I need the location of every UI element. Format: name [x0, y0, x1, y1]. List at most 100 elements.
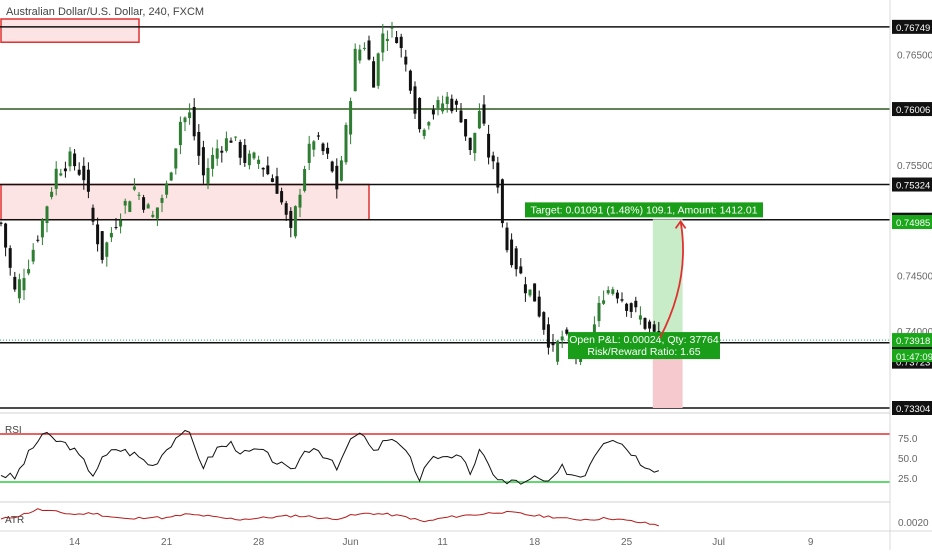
candle-body — [496, 162, 500, 188]
candle-body — [459, 110, 463, 123]
atr-pane[interactable]: ATR 0.0020 — [0, 508, 929, 529]
candle-body — [427, 122, 431, 126]
time-axis-tick: 14 — [69, 537, 81, 548]
candle — [188, 103, 192, 125]
candle — [376, 52, 380, 89]
candle-body — [0, 222, 3, 224]
candle-body — [445, 96, 449, 105]
level-price-tag-bg — [892, 177, 932, 192]
candle-body — [464, 119, 468, 137]
candle — [514, 245, 518, 277]
candle — [174, 148, 178, 175]
pnl-label[interactable]: Open P&L: 0.00024, Qty: 37764Risk/Reward… — [568, 332, 720, 360]
candle-body — [266, 165, 270, 175]
time-axis[interactable]: 14 21 28 Jun 11 18 25 Jul 9 — [69, 537, 814, 548]
zones-layer — [0, 18, 370, 221]
candle-body — [160, 197, 164, 203]
candle-body — [238, 141, 242, 158]
target-label[interactable]: Target: 0.01091 (1.48%) 109.1, Amount: 1… — [525, 202, 763, 218]
candles-layer — [0, 21, 661, 366]
candle — [326, 142, 330, 159]
level-price-tag[interactable]: 0.76749 — [892, 19, 932, 34]
level-price-tag[interactable]: 0.75324 — [892, 177, 932, 192]
candle-body — [450, 98, 454, 112]
candle-body — [436, 100, 440, 109]
candle-body — [413, 86, 417, 114]
candle-body — [284, 203, 288, 215]
time-axis-tick: 11 — [437, 537, 448, 548]
chart-title: Australian Dollar/U.S. Dollar, 240, FXCM — [6, 6, 204, 18]
candle — [537, 290, 541, 318]
time-axis-tick: Jul — [712, 537, 725, 548]
candle-body — [206, 167, 210, 184]
candle-body — [151, 214, 155, 217]
price-tag-text: 0.74985 — [896, 218, 930, 229]
candle — [197, 124, 201, 165]
candle — [413, 81, 417, 119]
candle — [229, 137, 233, 143]
candle-body — [367, 40, 371, 60]
level-price-tag-bg — [892, 102, 932, 117]
candle — [523, 276, 527, 302]
candle — [252, 151, 256, 160]
candle-body — [63, 168, 67, 172]
atr-label: ATR — [5, 515, 24, 526]
candle — [155, 207, 159, 227]
candle — [261, 167, 265, 177]
candle — [151, 210, 155, 218]
position-boxes-layer[interactable] — [652, 219, 683, 408]
candle-body — [312, 141, 316, 150]
candle-body — [192, 106, 196, 137]
candle — [464, 119, 468, 141]
candle — [63, 161, 67, 178]
countdown-tag: 01:47:09 — [892, 349, 932, 363]
candle-body — [132, 186, 136, 190]
level-price-tag[interactable]: 0.73304 — [892, 401, 932, 415]
candle-body — [100, 231, 104, 260]
position-labels-layer[interactable]: Target: 0.01091 (1.48%) 109.1, Amount: 1… — [525, 202, 763, 360]
rsi-pane[interactable]: RSI 75.0 50.0 25.0 — [0, 425, 918, 485]
candle — [201, 140, 205, 184]
candle — [404, 49, 408, 72]
candle — [91, 204, 95, 226]
candle — [510, 233, 514, 268]
candle — [224, 131, 228, 153]
candle-body — [13, 276, 17, 290]
candle — [505, 222, 509, 253]
candle-body — [542, 312, 546, 330]
candle — [519, 258, 523, 275]
level-price-tag-bg — [892, 401, 932, 415]
candle — [454, 98, 458, 113]
candle — [119, 213, 123, 234]
price-axis[interactable]: 0.76500 0.75500 0.74500 0.74000 0.76749 0.760… — [892, 19, 932, 415]
candle — [615, 289, 619, 304]
candle-body — [123, 200, 127, 206]
candle-body — [565, 329, 569, 334]
candle-body — [390, 27, 394, 29]
candle — [132, 178, 136, 192]
price-axis-tick: 0.76500 — [897, 50, 932, 61]
rr-label-text: Risk/Reward Ratio: 1.65 — [587, 346, 700, 358]
candle — [45, 205, 49, 233]
candle-body — [344, 124, 348, 163]
candle — [606, 286, 610, 295]
candle-body — [634, 300, 638, 308]
candle — [54, 161, 58, 196]
candle-body — [404, 56, 408, 65]
horizontal-levels-layer[interactable] — [0, 26, 890, 409]
candle-body — [533, 283, 537, 302]
rsi-axis-tick: 25.0 — [898, 474, 918, 485]
arrow-head — [674, 219, 687, 229]
candle — [436, 96, 440, 116]
price-tag[interactable]: 0.73918 — [892, 333, 932, 348]
candle — [192, 98, 196, 141]
candle — [560, 330, 564, 348]
candle — [643, 317, 647, 331]
candle-body — [523, 284, 527, 294]
level-price-tag[interactable]: 0.76006 — [892, 102, 932, 117]
price-tag[interactable]: 0.74985 — [892, 215, 932, 230]
price-axis-tick: 0.74000 — [897, 327, 932, 338]
candle — [459, 103, 463, 123]
